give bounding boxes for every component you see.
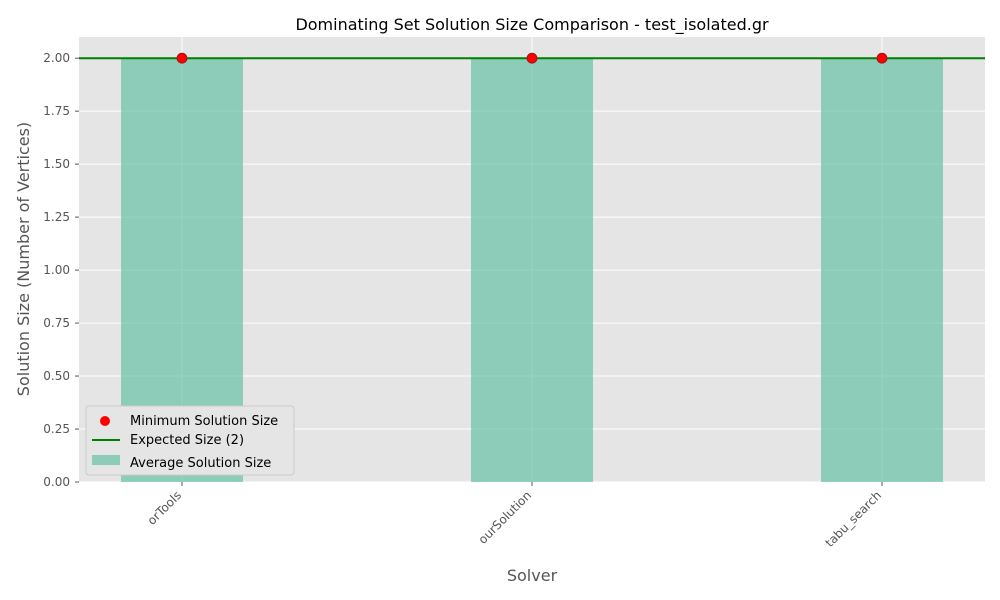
legend-marker-minimum: [100, 416, 110, 426]
bar-tabu_search: [821, 58, 943, 482]
bars: [121, 58, 943, 482]
y-tick-label: 1.50: [43, 157, 70, 171]
y-tick-label: 0.25: [43, 422, 70, 436]
x-tick-label: tabu_search: [822, 488, 884, 550]
legend-marker-average: [92, 455, 120, 465]
x-axis-label: Solver: [507, 566, 558, 585]
y-axis: 0.00 0.25 0.50 0.75 1.00 1.25 1.50 1.75 2.00: [43, 51, 79, 489]
legend-label-expected: Expected Size (2): [130, 433, 244, 448]
legend-box: [85, 405, 295, 476]
x-tick-label: ourSolution: [476, 488, 535, 547]
bar-ourSolution: [471, 58, 593, 482]
minimum-point-orTools: [176, 52, 188, 64]
y-axis-label: Solution Size (Number of Vertices): [14, 122, 33, 396]
legend: Minimum Solution Size Expected Size (2) …: [85, 405, 295, 476]
y-tick-label: 1.00: [43, 263, 70, 277]
minimum-point-ourSolution: [526, 52, 538, 64]
minimum-point-tabu_search: [876, 52, 888, 64]
legend-label-average: Average Solution Size: [130, 456, 271, 471]
y-tick-label: 0.75: [43, 316, 70, 330]
y-tick-label: 1.25: [43, 210, 70, 224]
minimum-points: [176, 52, 888, 64]
x-axis: orTools ourSolution tabu_search: [145, 482, 884, 550]
x-tick-label: orTools: [145, 488, 184, 527]
y-tick-label: 1.75: [43, 104, 70, 118]
y-tick-label: 0.00: [43, 475, 70, 489]
chart-title: Dominating Set Solution Size Comparison …: [295, 15, 769, 35]
y-tick-label: 0.50: [43, 369, 70, 383]
legend-label-minimum: Minimum Solution Size: [130, 414, 278, 429]
y-tick-label: 2.00: [43, 51, 70, 65]
